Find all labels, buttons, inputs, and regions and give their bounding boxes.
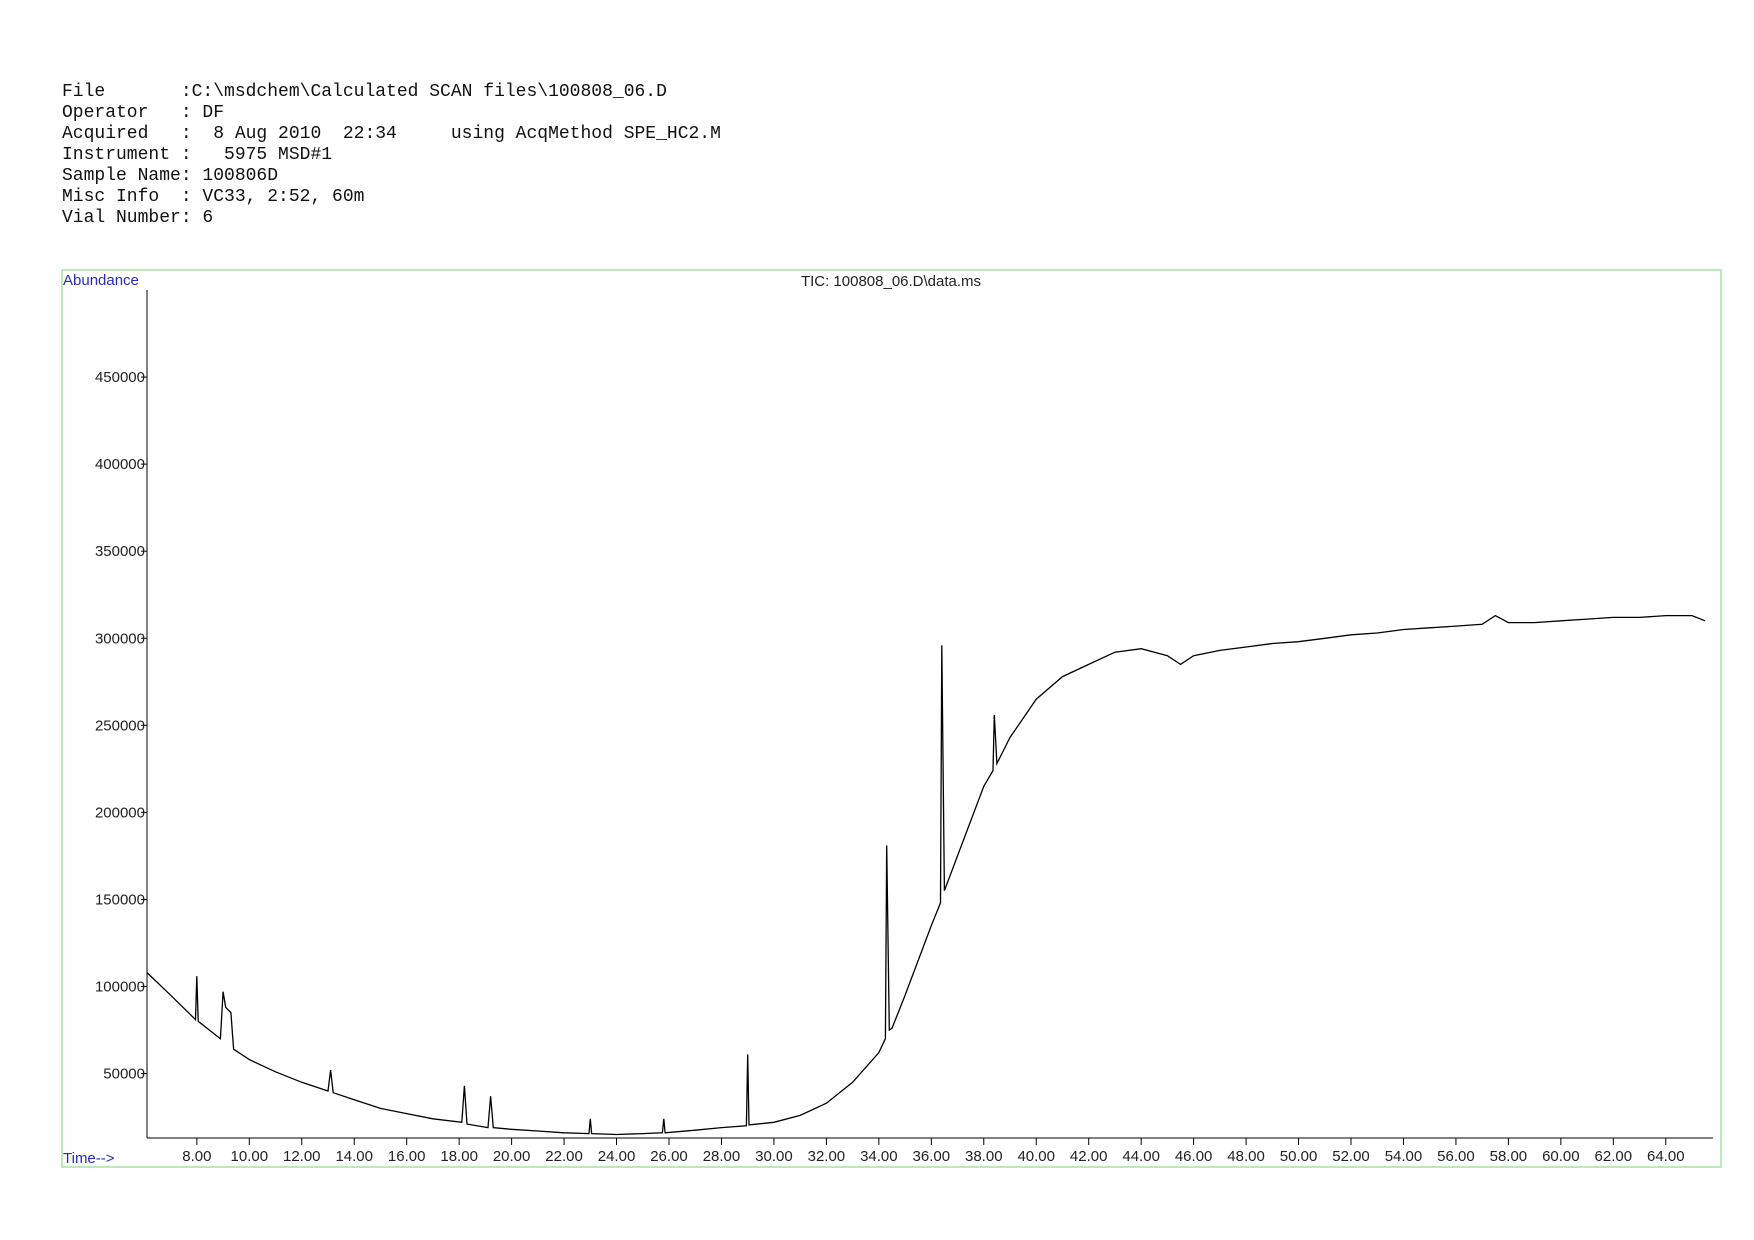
x-tick-label: 10.00: [231, 1148, 269, 1165]
y-tick-label: 250000: [95, 717, 145, 734]
y-tick-label: 450000: [95, 369, 145, 386]
x-tick-label: 64.00: [1647, 1148, 1685, 1165]
x-tick-label: 12.00: [283, 1148, 321, 1165]
x-tick-label: 48.00: [1227, 1148, 1265, 1165]
x-tick-label: 44.00: [1122, 1148, 1160, 1165]
y-tick-label: 150000: [95, 891, 145, 908]
x-tick-label: 50.00: [1280, 1148, 1318, 1165]
x-tick-label: 54.00: [1385, 1148, 1423, 1165]
x-tick-label: 46.00: [1175, 1148, 1213, 1165]
x-tick-label: 60.00: [1542, 1148, 1580, 1165]
x-tick-label: 22.00: [545, 1148, 583, 1165]
x-tick-label: 26.00: [650, 1148, 688, 1165]
x-tick-label: 52.00: [1332, 1148, 1370, 1165]
tic-trace: [146, 614, 1706, 1136]
y-tick-label: 50000: [103, 1066, 145, 1083]
header-line: Acquired : 8 Aug 2010 22:34 using AcqMet…: [62, 124, 721, 144]
x-tick-label: 34.00: [860, 1148, 898, 1165]
x-tick-label: 62.00: [1595, 1148, 1633, 1165]
file-header: File :C:\msdchem\Calculated SCAN files\1…: [62, 82, 721, 229]
y-tick-label: 100000: [95, 979, 145, 996]
header-line: File :C:\msdchem\Calculated SCAN files\1…: [62, 82, 667, 102]
x-tick-label: 36.00: [913, 1148, 951, 1165]
x-tick-label: 58.00: [1490, 1148, 1528, 1165]
header-line: Operator : DF: [62, 103, 225, 123]
y-axis-label: Abundance: [63, 272, 139, 289]
x-tick-label: 14.00: [335, 1148, 373, 1165]
x-axis-label: Time-->: [63, 1150, 115, 1167]
x-tick-label: 28.00: [703, 1148, 741, 1165]
x-tick-label: 18.00: [440, 1148, 478, 1165]
x-tick-label: 38.00: [965, 1148, 1003, 1165]
x-tick-label: 42.00: [1070, 1148, 1108, 1165]
x-tick-label: 56.00: [1437, 1148, 1475, 1165]
y-tick-label: 350000: [95, 543, 145, 560]
x-tick-label: 8.00: [182, 1148, 211, 1165]
x-tick-label: 20.00: [493, 1148, 531, 1165]
y-tick-label: 200000: [95, 804, 145, 821]
x-tick-label: 40.00: [1017, 1148, 1055, 1165]
header-line: Instrument : 5975 MSD#1: [62, 145, 333, 165]
x-tick-label: 24.00: [598, 1148, 636, 1165]
chart-title: TIC: 100808_06.D\data.ms: [801, 273, 981, 290]
header-line: Vial Number: 6: [62, 208, 214, 228]
y-tick-label: 400000: [95, 456, 145, 473]
x-tick-label: 30.00: [755, 1148, 793, 1165]
y-tick-label: 300000: [95, 630, 145, 647]
x-tick-label: 32.00: [808, 1148, 846, 1165]
x-tick-label: 16.00: [388, 1148, 426, 1165]
header-line: Misc Info : VC33, 2:52, 60m: [62, 187, 365, 207]
header-line: Sample Name: 100806D: [62, 166, 279, 186]
chart-frame: [61, 269, 1722, 1168]
